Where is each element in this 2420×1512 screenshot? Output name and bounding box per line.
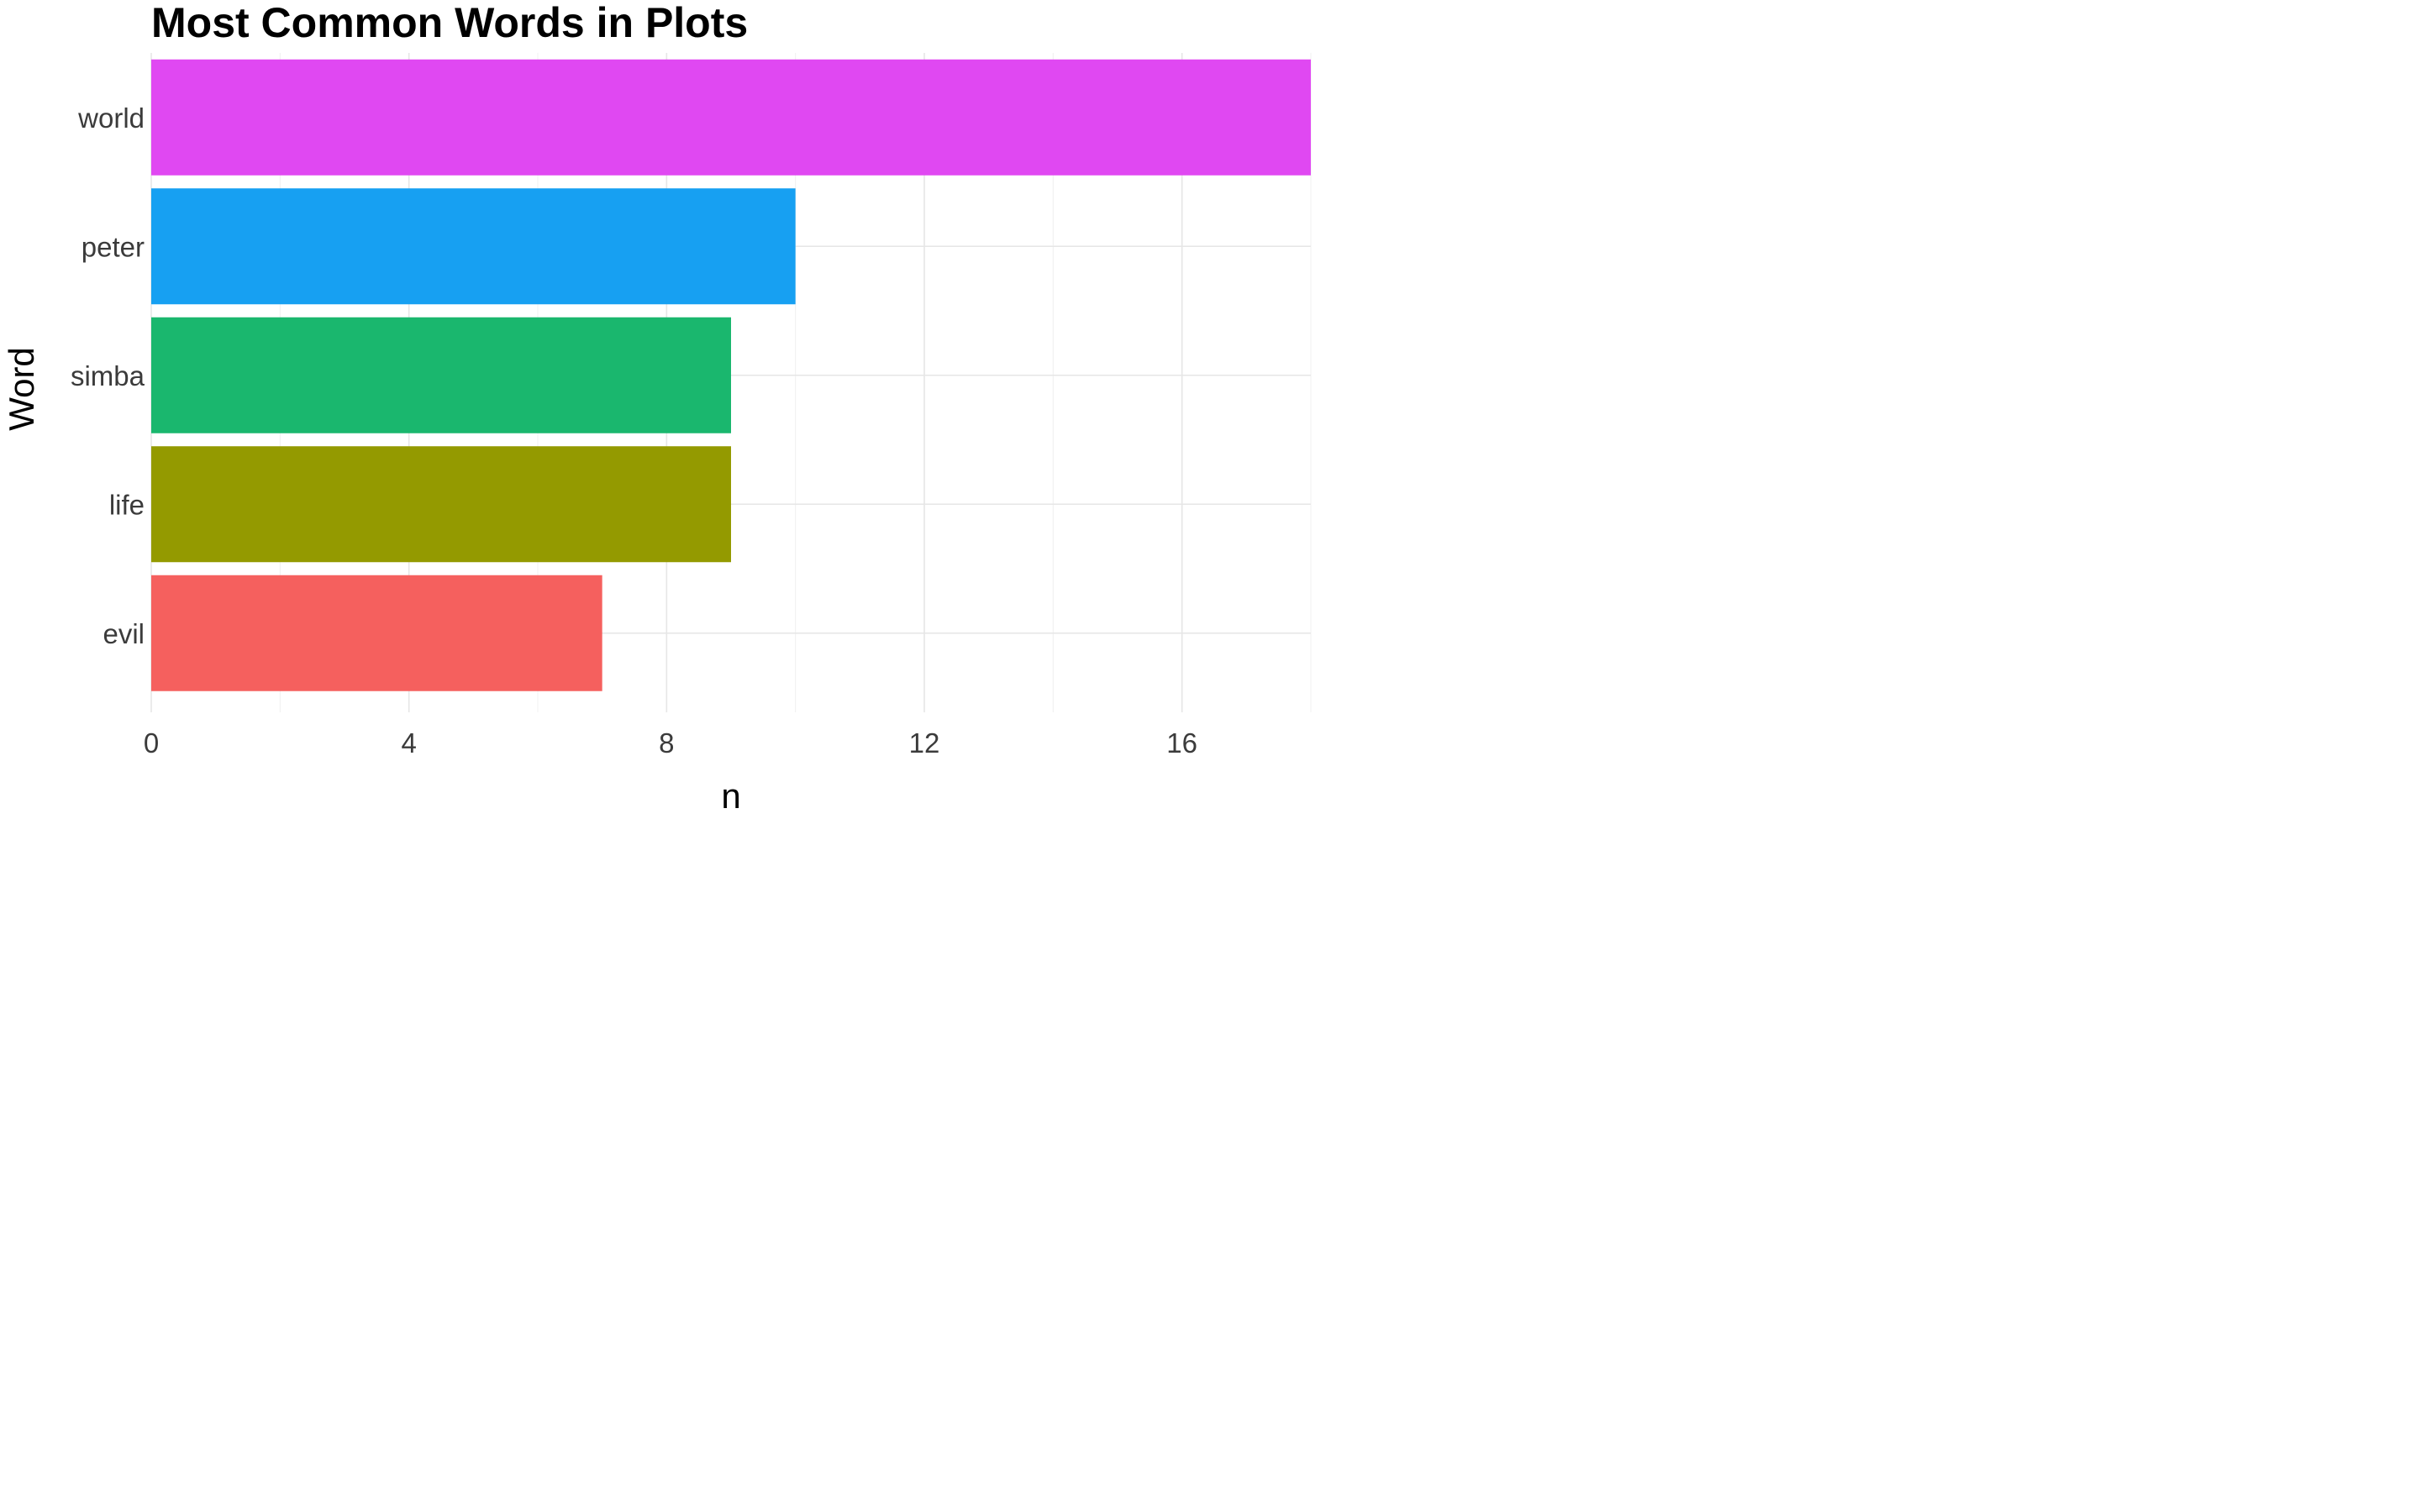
bar-world — [151, 59, 1311, 176]
bars — [151, 59, 1311, 691]
x-tick-label-8: 8 — [659, 727, 674, 759]
y-tick-label-peter: peter — [82, 231, 145, 262]
x-tick-label-12: 12 — [909, 727, 940, 759]
bar-life — [151, 446, 731, 563]
x-axis-title: n — [721, 776, 740, 816]
x-tick-label-16: 16 — [1166, 727, 1197, 759]
x-tick-label-0: 0 — [144, 727, 159, 759]
bar-simba — [151, 317, 731, 433]
y-tick-label-world: world — [77, 102, 145, 134]
y-tick-labels: world peter simba life evil — [71, 102, 145, 649]
x-tick-labels: 0 4 8 12 16 — [144, 727, 1197, 759]
x-tick-label-4: 4 — [401, 727, 416, 759]
y-axis-title: Word — [2, 347, 41, 431]
bar-evil — [151, 575, 602, 691]
chart-title: Most Common Words in Plots — [151, 0, 748, 46]
y-tick-label-simba: simba — [71, 360, 145, 391]
y-tick-label-evil: evil — [103, 618, 145, 649]
bar-chart: world peter simba life evil 0 4 8 12 16 Most Com… — [2, 0, 1312, 816]
bar-peter — [151, 188, 796, 305]
chart-container: world peter simba life evil 0 4 8 12 16 Most Com… — [0, 0, 1318, 823]
y-tick-label-life: life — [109, 489, 145, 520]
